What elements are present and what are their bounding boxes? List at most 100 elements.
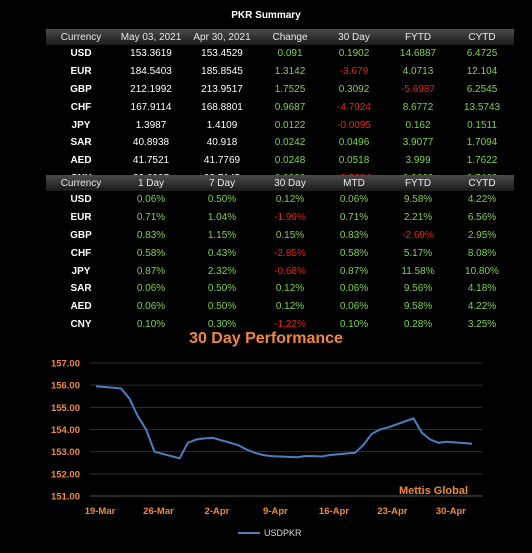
x-tick-label: 26-Mar <box>143 506 174 517</box>
table-cell: 0.1902 <box>338 48 370 60</box>
table-cell: 6.4725 <box>466 48 498 60</box>
table-cell: 0.0122 <box>274 119 306 131</box>
table-cell: 6.2545 <box>466 83 498 95</box>
y-tick-label: 151.00 <box>51 492 80 503</box>
table-cell: 0.12% <box>275 194 305 206</box>
currency-code: JPY <box>71 119 91 131</box>
currency-code: CHF <box>70 101 92 113</box>
table-cell: 0.162 <box>405 119 431 131</box>
table-cell: 0.43% <box>207 247 237 259</box>
table-cell: 1.3987 <box>135 119 167 131</box>
table-cell: 1.7525 <box>274 83 306 95</box>
summary-title: PKR Summary <box>231 10 301 21</box>
x-tick-label: 2-Apr <box>205 506 230 517</box>
table-row: EUR 184.5403 185.8545 1.3142 -3.679 4.0713 12.… <box>46 63 514 81</box>
table-cell: 0.06% <box>136 301 166 313</box>
table-cell: 184.5403 <box>130 66 172 78</box>
table-cell: 9.58% <box>403 194 433 206</box>
table-cell: 1.15% <box>207 229 237 241</box>
y-tick-label: 155.00 <box>51 403 80 414</box>
currency-code: JPY <box>71 265 91 277</box>
table-row: SAR 40.8938 40.918 0.0242 0.0496 3.9077 1.7094 <box>46 134 514 152</box>
table-cell: 0.10% <box>136 318 166 330</box>
table-cell: -0.0095 <box>337 119 371 131</box>
table-cell: 0.12% <box>275 283 305 295</box>
column-header: 30 Day <box>322 29 386 45</box>
y-tick-label: 156.00 <box>51 381 80 392</box>
table-cell: 0.06% <box>136 283 166 295</box>
table-row: USD 153.3619 153.4529 0.091 0.1902 14.6887 6.4… <box>46 45 514 63</box>
currency-code: EUR <box>70 66 92 78</box>
table-cell: -5.6987 <box>401 83 435 95</box>
table-cell: 167.9114 <box>130 101 172 113</box>
currency-code: USD <box>70 48 92 60</box>
y-tick-label: 153.00 <box>51 447 80 458</box>
performance-chart: 157.00 156.00 155.00 154.00 153.00 152.00 151.… <box>51 359 482 538</box>
table-cell: 0.06% <box>339 301 369 313</box>
table-cell: 0.87% <box>136 265 166 277</box>
table-cell: 0.87% <box>339 265 369 277</box>
table-cell: 212.1992 <box>130 83 172 95</box>
table-cell: 40.8938 <box>132 137 170 149</box>
table-cell: 0.12% <box>275 301 305 313</box>
x-tick-label: 19-Mar <box>85 506 116 517</box>
table-cell: 4.22% <box>467 194 497 206</box>
table-row: USD 0.06% 0.50% 0.12% 0.06% 9.58% 4.22% <box>46 191 514 209</box>
table-cell: 0.83% <box>136 229 166 241</box>
table-cell: -1.99% <box>274 212 306 224</box>
column-header: FYTD <box>386 29 450 45</box>
table-cell: 0.0242 <box>274 137 306 149</box>
table-cell: 0.9687 <box>274 101 306 113</box>
column-header: Apr 30, 2021 <box>186 29 258 45</box>
table-cell: 0.0496 <box>338 137 370 149</box>
rates-table-header: Currency May 03, 2021 Apr 30, 2021 Change 30… <box>46 29 514 45</box>
table-cell: 153.3619 <box>130 48 172 60</box>
table-cell: 0.28% <box>403 318 433 330</box>
table-cell: 185.8545 <box>201 66 243 78</box>
table-cell: 2.32% <box>207 265 237 277</box>
table-cell: 0.06% <box>339 194 369 206</box>
column-header: FYTD <box>386 175 450 191</box>
table-cell: 0.71% <box>136 212 166 224</box>
table-row: CHF 0.58% 0.43% -2.85% 0.58% 5.17% 8.08% <box>46 244 514 262</box>
currency-code: SAR <box>70 283 92 295</box>
table-cell: 40.918 <box>206 137 238 149</box>
table-cell: 0.58% <box>136 247 166 259</box>
usdpkr-series-line <box>95 385 473 460</box>
x-tick-label: 30-Apr <box>436 506 466 517</box>
table-row: JPY 1.3987 1.4109 0.0122 -0.0095 0.162 0.1511 <box>46 116 514 134</box>
table-row: AED 41.7521 41.7769 0.0248 0.0518 3.999 1.7622 <box>46 152 514 170</box>
table-cell: 168.8801 <box>201 101 243 113</box>
table-cell: 4.18% <box>467 283 497 295</box>
table-cell: 1.7094 <box>466 137 498 149</box>
table-cell: 6.56% <box>467 212 497 224</box>
table-cell: 14.6887 <box>399 48 437 60</box>
table-cell: 9.58% <box>403 301 433 313</box>
column-header: 30 Day <box>258 175 322 191</box>
table-cell: 1.4109 <box>206 119 238 131</box>
column-header: Change <box>258 29 322 45</box>
table-cell: 1.3142 <box>274 66 306 78</box>
table-cell: 4.22% <box>467 301 497 313</box>
table-cell: 12.104 <box>466 66 498 78</box>
x-tick-label: 16-Apr <box>319 506 349 517</box>
currency-code: SAR <box>70 137 92 149</box>
table-row: JPY 0.87% 2.32% -0.68% 0.87% 11.58% 10.80% <box>46 262 514 280</box>
currency-code: EUR <box>70 212 92 224</box>
performance-table-body: USD 0.06% 0.50% 0.12% 0.06% 9.58% 4.22% EUR 0.71… <box>46 191 514 333</box>
currency-code: AED <box>70 301 92 313</box>
x-tick-label: 23-Apr <box>377 506 407 517</box>
table-cell: 0.30% <box>207 318 237 330</box>
rates-table: Currency May 03, 2021 Apr 30, 2021 Change 30… <box>46 29 514 187</box>
currency-code: AED <box>70 155 92 167</box>
currency-code: GBP <box>70 83 92 95</box>
table-cell: 0.50% <box>207 194 237 206</box>
currency-code: USD <box>70 194 92 206</box>
table-cell: 0.10% <box>339 318 369 330</box>
table-cell: 3.9077 <box>402 137 434 149</box>
table-cell: 3.25% <box>467 318 497 330</box>
table-cell: 2.95% <box>467 229 497 241</box>
table-cell: -0.68% <box>274 265 306 277</box>
table-cell: 3.999 <box>405 155 431 167</box>
table-cell: 10.80% <box>465 265 499 277</box>
